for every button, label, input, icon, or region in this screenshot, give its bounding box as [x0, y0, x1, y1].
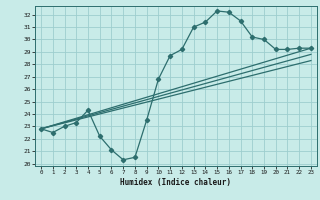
X-axis label: Humidex (Indice chaleur): Humidex (Indice chaleur) — [121, 178, 231, 187]
